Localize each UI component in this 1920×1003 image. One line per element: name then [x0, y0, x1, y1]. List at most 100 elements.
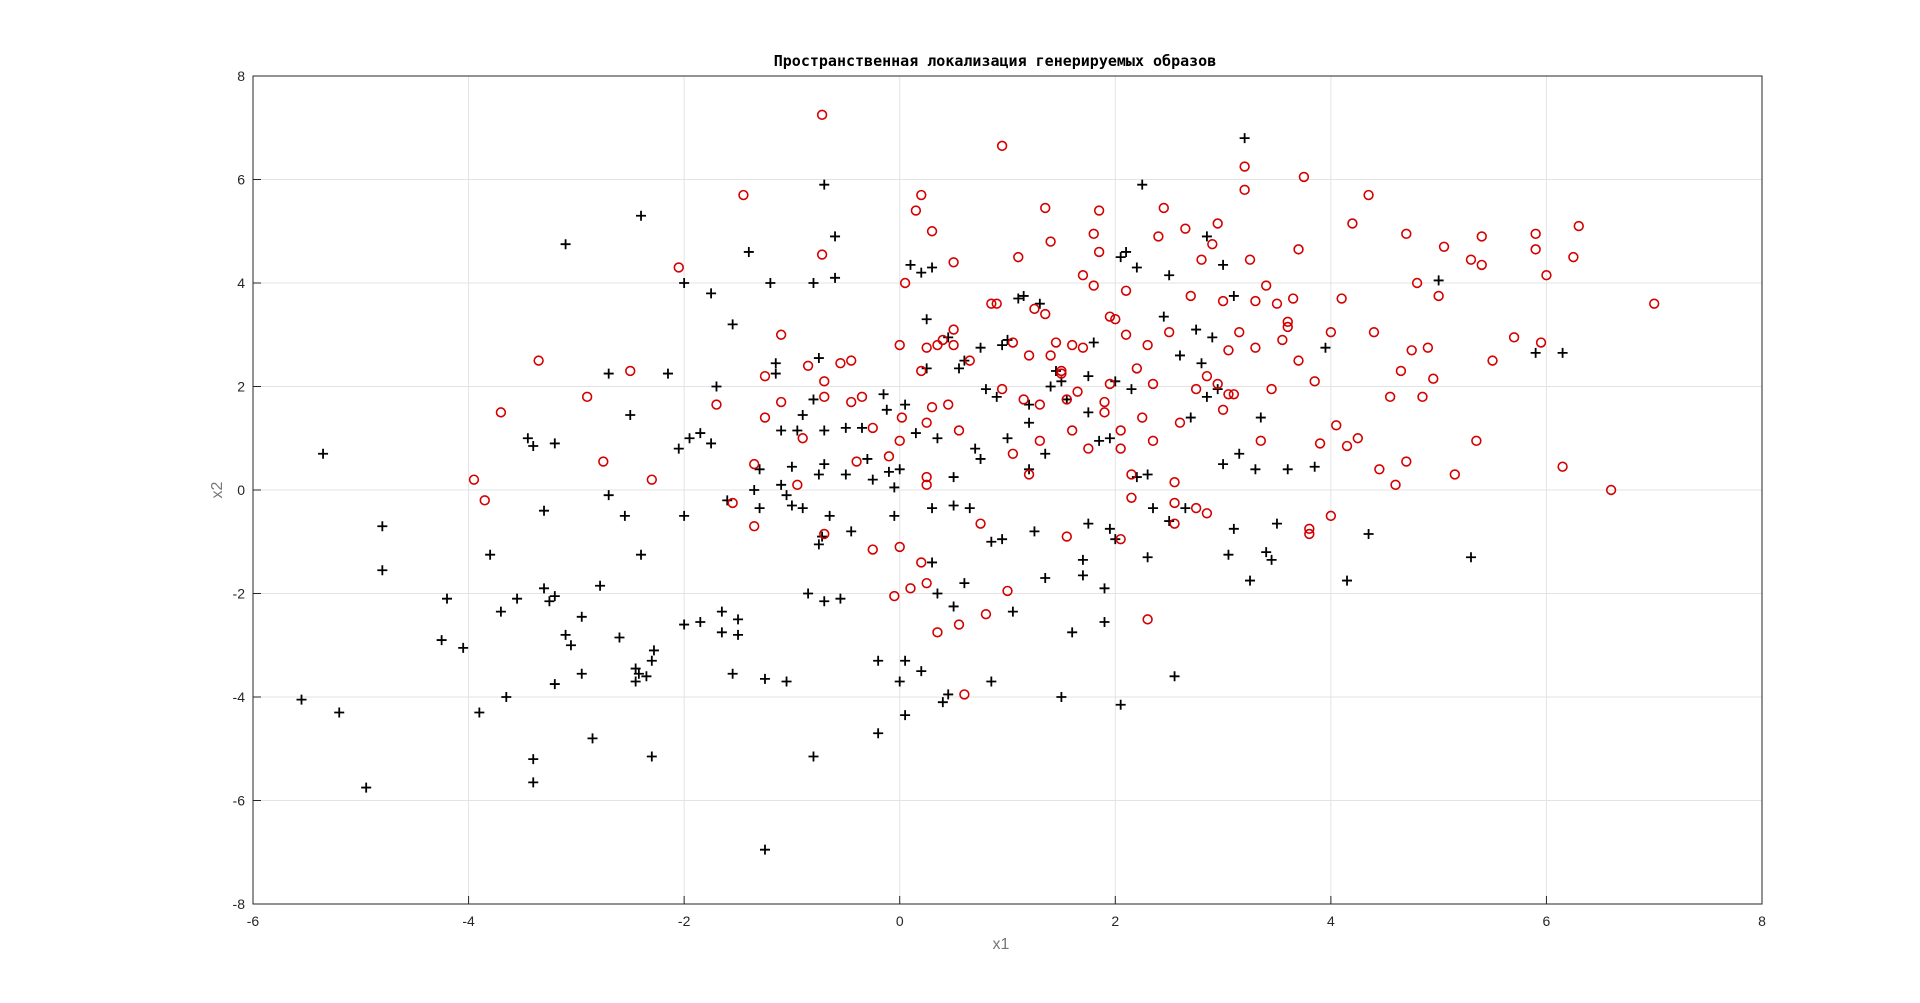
circle-point: [1352, 433, 1364, 444]
circle-point: [792, 479, 803, 491]
circle-point: [1153, 231, 1164, 242]
plus-point: [910, 428, 921, 439]
plus-point: [975, 342, 986, 353]
plus-point: [813, 469, 824, 480]
circle-point: [1530, 228, 1541, 240]
plus-point: [549, 438, 560, 449]
circle-point: [819, 376, 830, 387]
plus-point: [932, 588, 943, 599]
plus-point: [595, 580, 606, 591]
plus-point: [1040, 572, 1051, 583]
plus-point: [501, 692, 512, 702]
plus-point: [786, 500, 797, 511]
plus-point: [442, 593, 453, 604]
circle-point: [1099, 407, 1110, 418]
x-axis-label: x1: [993, 936, 1010, 953]
circle-point: [1271, 298, 1283, 309]
circle-point: [1363, 189, 1374, 201]
plus-series: [296, 133, 1568, 855]
circle-point: [1277, 334, 1288, 346]
circle-point: [1169, 497, 1180, 509]
circle-point: [986, 298, 997, 309]
plus-point: [927, 503, 938, 514]
plus-point: [1228, 523, 1239, 534]
plus-point: [1164, 516, 1175, 527]
plus-point: [943, 689, 954, 700]
plus-point: [881, 404, 892, 415]
circle-point: [673, 262, 684, 273]
circle-point: [1142, 339, 1153, 351]
circle-point: [1180, 223, 1191, 234]
plus-point: [1083, 518, 1094, 529]
plus-point: [1007, 606, 1018, 617]
plus-point: [1239, 133, 1250, 144]
plus-point: [1342, 575, 1353, 586]
plus-point: [1465, 552, 1476, 563]
circle-point: [1115, 443, 1126, 454]
circle-point: [953, 619, 965, 630]
plus-point: [1137, 179, 1148, 190]
plus-point: [560, 629, 571, 640]
plus-point: [722, 495, 733, 506]
plus-point: [900, 655, 911, 666]
circle-point: [1239, 161, 1250, 172]
plus-point: [830, 272, 841, 283]
plus-point: [932, 433, 943, 444]
plus-point: [819, 425, 830, 436]
plus-point: [539, 505, 550, 516]
plus-point: [727, 319, 738, 330]
circle-point: [1104, 311, 1116, 322]
circle-point: [1438, 241, 1450, 252]
circle-point: [1476, 259, 1487, 271]
plus-point: [711, 381, 722, 392]
plus-point: [948, 472, 959, 483]
plus-point: [1191, 324, 1202, 335]
plus-point: [1045, 381, 1056, 392]
plus-point: [905, 259, 916, 270]
circle-point: [1293, 355, 1304, 366]
circle-point: [1374, 464, 1385, 475]
circle-point: [1217, 404, 1229, 415]
circle-point: [899, 277, 911, 289]
circle-point: [1298, 171, 1310, 183]
plus-point: [856, 422, 867, 433]
circle-point: [1034, 399, 1046, 410]
plus-point: [743, 246, 754, 257]
plus-point: [1148, 503, 1159, 514]
plus-point: [1099, 583, 1110, 594]
plus-point: [1250, 464, 1261, 475]
plus-point: [1234, 448, 1245, 459]
circle-point: [916, 557, 927, 568]
circle-point: [921, 471, 932, 483]
plus-point: [754, 464, 765, 475]
plus-point: [970, 443, 981, 454]
plus-point: [648, 645, 659, 656]
x-tick-label: 4: [1327, 913, 1335, 929]
plus-point: [512, 593, 523, 604]
circle-point: [1287, 293, 1299, 304]
plus-point: [1002, 433, 1013, 444]
plus-point: [835, 593, 846, 604]
plus-point: [522, 433, 533, 444]
plus-point: [964, 503, 975, 514]
plus-point: [334, 707, 345, 718]
plus-point: [1104, 523, 1115, 534]
circle-point: [943, 399, 954, 410]
circle-point: [1250, 295, 1261, 307]
plus-point: [1131, 262, 1142, 273]
plus-point: [544, 596, 555, 607]
circle-point: [775, 396, 787, 408]
circle-point: [711, 399, 722, 410]
circle-point: [1331, 420, 1342, 431]
plus-point: [878, 389, 889, 400]
plus-point: [1201, 231, 1212, 242]
circle-point: [1196, 254, 1207, 265]
plus-point: [759, 844, 770, 855]
plus-point: [1169, 671, 1180, 682]
circle-point: [1061, 531, 1072, 542]
data-markers: [296, 109, 1660, 855]
plus-point: [786, 461, 797, 472]
plus-point: [679, 510, 690, 521]
plus-point: [706, 288, 717, 299]
